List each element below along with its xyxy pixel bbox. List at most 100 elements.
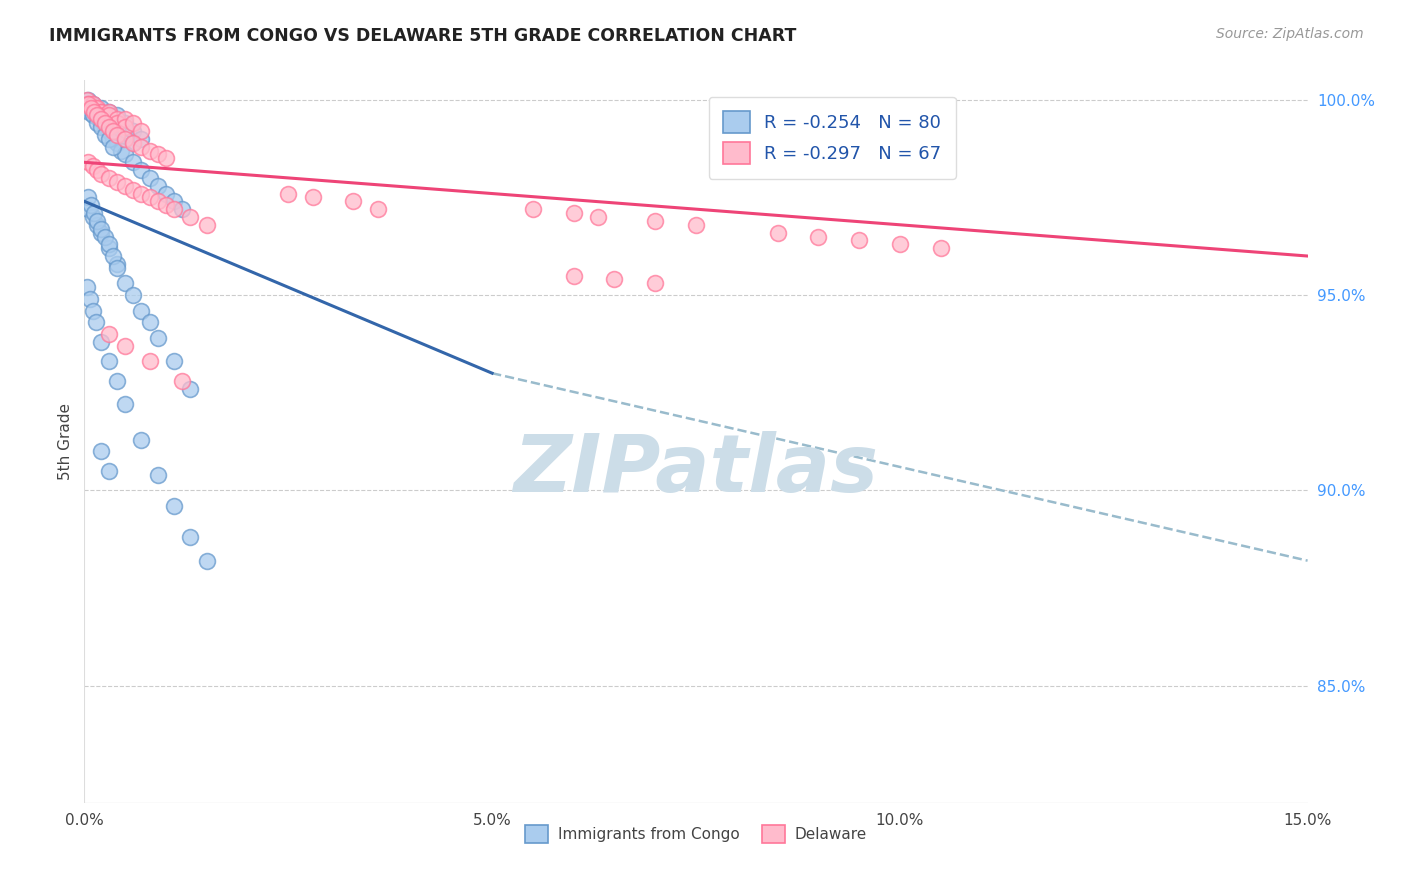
Point [105, 175, 128, 189]
Point [131, 132, 153, 146]
Point [97, 104, 120, 119]
Point [163, 354, 186, 368]
Point [80, 101, 103, 115]
Point [90, 108, 112, 122]
Point [101, 139, 124, 153]
Point [86, 104, 108, 119]
Point [562, 206, 585, 220]
Point [82, 108, 104, 122]
Point [93, 116, 115, 130]
Point [277, 186, 299, 201]
Point [93, 120, 115, 135]
Point [77, 202, 100, 216]
Point [97, 237, 120, 252]
Legend: Immigrants from Congo, Delaware: Immigrants from Congo, Delaware [519, 819, 873, 849]
Point [889, 237, 911, 252]
Point [87, 112, 110, 127]
Point [138, 354, 160, 368]
Point [86, 163, 108, 178]
Point [86, 116, 108, 130]
Point [105, 120, 128, 135]
Point [562, 268, 585, 283]
Point [179, 530, 201, 544]
Point [76, 93, 98, 107]
Point [138, 170, 160, 185]
Point [97, 104, 120, 119]
Point [101, 132, 124, 146]
Point [131, 163, 153, 178]
Point [97, 170, 120, 185]
Point [522, 202, 544, 216]
Point [179, 210, 201, 224]
Point [114, 339, 136, 353]
Point [97, 354, 120, 368]
Point [122, 183, 145, 197]
Point [76, 96, 98, 111]
Text: IMMIGRANTS FROM CONGO VS DELAWARE 5TH GRADE CORRELATION CHART: IMMIGRANTS FROM CONGO VS DELAWARE 5TH GR… [49, 27, 797, 45]
Point [90, 104, 112, 119]
Point [131, 124, 153, 138]
Point [90, 112, 112, 127]
Point [82, 101, 104, 115]
Point [93, 229, 115, 244]
Point [101, 249, 124, 263]
Point [83, 206, 105, 220]
Point [105, 257, 128, 271]
Point [105, 128, 128, 142]
Point [195, 218, 218, 232]
Point [76, 280, 98, 294]
Point [86, 218, 108, 232]
Point [603, 272, 626, 286]
Point [86, 214, 108, 228]
Point [105, 136, 128, 150]
Point [122, 124, 145, 138]
Point [195, 554, 218, 568]
Point [75, 101, 97, 115]
Text: ZIPatlas: ZIPatlas [513, 432, 879, 509]
Point [97, 120, 120, 135]
Point [82, 303, 104, 318]
Point [97, 108, 120, 122]
Point [807, 229, 830, 244]
Point [90, 104, 112, 119]
Point [848, 234, 870, 248]
Point [83, 108, 105, 122]
Point [131, 303, 153, 318]
Point [84, 101, 107, 115]
Point [76, 190, 98, 204]
Text: Source: ZipAtlas.com: Source: ZipAtlas.com [1216, 27, 1364, 41]
Point [80, 198, 103, 212]
Point [114, 147, 136, 161]
Point [172, 202, 194, 216]
Point [80, 104, 103, 119]
Point [163, 202, 186, 216]
Point [146, 147, 169, 161]
Point [146, 178, 169, 193]
Point [82, 96, 104, 111]
Point [685, 218, 707, 232]
Point [105, 260, 128, 275]
Point [138, 144, 160, 158]
Point [90, 101, 112, 115]
Point [105, 108, 128, 122]
Point [122, 155, 145, 169]
Point [122, 136, 145, 150]
Point [146, 331, 169, 345]
Point [79, 292, 101, 306]
Point [90, 221, 112, 235]
Point [155, 186, 177, 201]
Point [114, 277, 136, 291]
Point [114, 112, 136, 127]
Point [163, 499, 186, 513]
Point [131, 139, 153, 153]
Point [82, 210, 104, 224]
Point [97, 124, 120, 138]
Point [138, 315, 160, 329]
Point [342, 194, 364, 209]
Point [101, 124, 124, 138]
Point [766, 226, 789, 240]
Point [97, 132, 120, 146]
Point [301, 190, 323, 204]
Point [77, 93, 100, 107]
Point [105, 112, 128, 127]
